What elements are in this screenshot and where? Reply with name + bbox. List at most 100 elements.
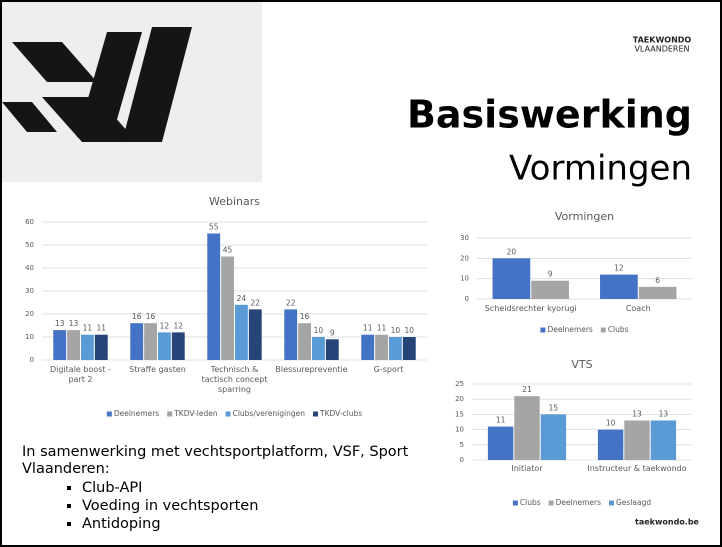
bar bbox=[67, 330, 80, 360]
chart-title: Vormingen bbox=[555, 210, 614, 223]
bar bbox=[540, 414, 567, 460]
legend-item: TKDV-leden bbox=[167, 409, 218, 418]
bar bbox=[298, 323, 311, 360]
y-tick-label: 10 bbox=[25, 333, 34, 341]
legend-swatch bbox=[608, 500, 614, 506]
y-tick-label: 30 bbox=[25, 287, 34, 295]
bar bbox=[235, 304, 248, 360]
data-label: 24 bbox=[237, 294, 247, 303]
y-tick-label: 25 bbox=[455, 380, 464, 388]
x-tick-label: Scheidsrechter kyorugi bbox=[484, 304, 577, 313]
data-label: 20 bbox=[507, 247, 517, 256]
data-label: 45 bbox=[223, 246, 233, 255]
data-label: 9 bbox=[548, 270, 553, 279]
data-label: 11 bbox=[496, 416, 506, 425]
bar bbox=[312, 337, 325, 360]
x-tick-label: Blessurepreventie bbox=[275, 365, 348, 374]
legend-label: Geslaagd bbox=[616, 498, 651, 507]
legend-label: Deelnemers bbox=[547, 325, 592, 334]
legend-swatch bbox=[512, 500, 518, 506]
data-label: 13 bbox=[55, 319, 65, 328]
data-label: 6 bbox=[655, 276, 660, 285]
x-tick-label: Initiator bbox=[511, 464, 543, 473]
legend-item: Geslaagd bbox=[608, 498, 651, 507]
y-tick-label: 20 bbox=[455, 395, 464, 403]
y-tick-label: 15 bbox=[455, 410, 464, 418]
y-tick-label: 20 bbox=[25, 310, 34, 318]
data-label: 11 bbox=[363, 324, 373, 333]
bar bbox=[638, 286, 677, 299]
y-tick-label: 0 bbox=[30, 356, 34, 364]
x-tick-label: Straffe gasten bbox=[129, 365, 186, 374]
data-label: 15 bbox=[549, 403, 559, 412]
bar bbox=[492, 258, 531, 299]
bullet: Club-API bbox=[82, 479, 258, 497]
bar bbox=[325, 339, 339, 360]
legend-label: TKDV-clubs bbox=[319, 409, 362, 418]
slide-subtitle: Vormingen bbox=[509, 149, 692, 189]
y-tick-label: 5 bbox=[460, 441, 464, 449]
y-tick-label: 40 bbox=[25, 264, 34, 272]
chart-title: VTS bbox=[571, 358, 592, 371]
legend-swatch bbox=[106, 411, 112, 417]
x-tick-label: Digitale boost - part 2 bbox=[49, 365, 111, 384]
bar bbox=[402, 337, 416, 360]
legend-swatch bbox=[167, 411, 173, 417]
bar bbox=[389, 337, 402, 360]
y-tick-label: 10 bbox=[460, 275, 469, 283]
data-label: 13 bbox=[659, 409, 669, 418]
data-label: 11 bbox=[83, 324, 93, 333]
legend-item: Clubs/verenigingen bbox=[225, 409, 306, 418]
chart-title: Webinars bbox=[209, 195, 260, 208]
y-tick-label: 30 bbox=[460, 234, 469, 242]
legend-swatch bbox=[313, 411, 318, 417]
legend-item: Clubs bbox=[512, 498, 541, 507]
x-tick-label: G-sport bbox=[373, 365, 404, 374]
legend-label: Clubs/verenigingen bbox=[233, 409, 306, 418]
bar bbox=[650, 420, 677, 460]
data-label: 10 bbox=[606, 419, 616, 428]
y-tick-label: 50 bbox=[25, 241, 34, 249]
legend-swatch bbox=[540, 327, 546, 333]
legend-label: Deelnemers bbox=[114, 409, 159, 418]
slide-title: Basiswerking bbox=[407, 93, 692, 137]
data-label: 11 bbox=[97, 324, 107, 333]
bar bbox=[171, 332, 185, 360]
data-label: 12 bbox=[160, 321, 170, 330]
bar bbox=[361, 334, 375, 360]
data-label: 12 bbox=[174, 321, 184, 330]
data-label: 55 bbox=[209, 223, 219, 232]
bar bbox=[130, 323, 144, 360]
legend-swatch bbox=[600, 327, 606, 333]
bullet: Voeding in vechtsporten bbox=[82, 497, 258, 515]
bar bbox=[207, 233, 221, 360]
x-tick-label: Coach bbox=[625, 304, 651, 313]
legend-label: TKDV-leden bbox=[173, 409, 218, 418]
legend-item: Deelnemers bbox=[548, 498, 601, 507]
bar bbox=[284, 309, 298, 360]
legend-item: Clubs bbox=[600, 325, 629, 334]
bar bbox=[81, 334, 94, 360]
bar bbox=[144, 323, 157, 360]
legend-label: Clubs bbox=[608, 325, 629, 334]
y-tick-label: 60 bbox=[25, 218, 34, 226]
data-label: 13 bbox=[632, 409, 642, 418]
y-tick-label: 10 bbox=[455, 426, 464, 434]
legend-item: Deelnemers bbox=[106, 409, 159, 418]
logo-text: VLAANDEREN bbox=[634, 45, 689, 54]
intro-text: In samenwerking met vechtsportplatform, … bbox=[22, 444, 409, 477]
data-label: 22 bbox=[251, 298, 261, 307]
bar bbox=[514, 396, 540, 460]
bar bbox=[53, 330, 67, 360]
bullet: Antidoping bbox=[82, 515, 258, 533]
bar bbox=[221, 256, 234, 360]
photo-background bbox=[2, 2, 262, 182]
legend-swatch bbox=[225, 411, 231, 417]
data-label: 22 bbox=[286, 298, 296, 307]
data-label: 13 bbox=[69, 319, 79, 328]
x-tick-label: Technisch & tactisch concept sparring bbox=[201, 365, 268, 394]
data-label: 9 bbox=[330, 328, 335, 337]
bar bbox=[600, 274, 638, 299]
